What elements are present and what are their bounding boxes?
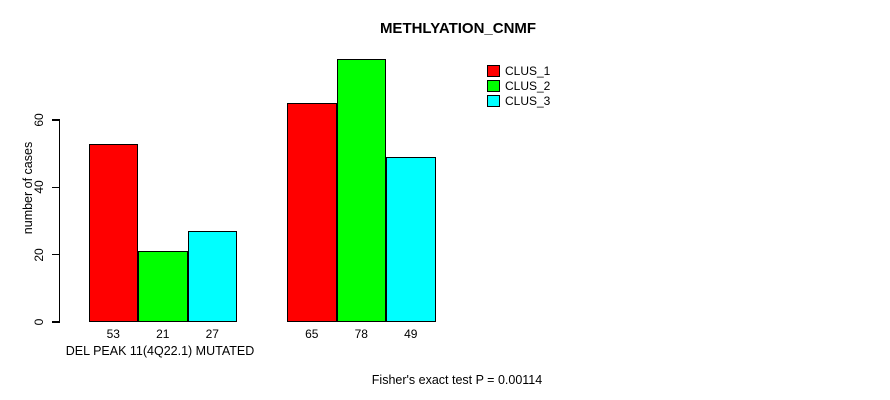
legend-swatch-clus-2	[487, 79, 500, 92]
bar-group1-clus_3	[187, 231, 237, 322]
y-axis-tick-label: 20	[32, 247, 46, 262]
y-axis-tick-label: 40	[32, 180, 46, 195]
bar-value-label: 53	[106, 327, 120, 341]
bar-group1-clus_2	[138, 251, 188, 322]
legend-swatch-clus-3	[487, 94, 500, 107]
bar-value-label: 78	[354, 327, 368, 341]
y-axis-tick-label: 0	[32, 318, 46, 326]
legend-item-clus-1: CLUS_1	[487, 63, 550, 78]
y-axis-tick-label: 60	[32, 113, 46, 127]
legend-label-clus-2: CLUS_2	[505, 78, 551, 93]
bar-value-label: 27	[205, 327, 219, 341]
bar-value-label: 49	[404, 327, 418, 341]
legend-label-clus-1: CLUS_1	[505, 63, 551, 78]
bar-value-label: 21	[156, 327, 170, 341]
bar-group1-clus_1	[88, 143, 138, 322]
legend: CLUS_1 CLUS_2 CLUS_3	[487, 63, 550, 108]
bar-group2-clus_2	[336, 59, 386, 322]
bar-group2-clus_3	[386, 157, 436, 322]
fisher-test-annotation: Fisher's exact test P = 0.00114	[371, 373, 543, 387]
bar-group2-clus_1	[287, 103, 337, 322]
y-axis-tick	[52, 253, 59, 256]
legend-item-clus-2: CLUS_2	[487, 78, 550, 93]
x-axis-group-label: DEL PEAK 11(4Q22.1) MUTATED	[65, 344, 255, 358]
legend-swatch-clus-1	[487, 64, 500, 77]
legend-label-clus-3: CLUS_3	[505, 93, 551, 108]
y-axis-line	[58, 119, 60, 323]
y-axis-tick	[52, 186, 59, 189]
y-axis-tick	[52, 321, 59, 323]
y-axis-tick	[52, 119, 59, 121]
chart-title: METHLYATION_CNMF	[379, 20, 537, 37]
bar-value-label: 65	[305, 327, 319, 341]
legend-item-clus-3: CLUS_3	[487, 93, 550, 108]
